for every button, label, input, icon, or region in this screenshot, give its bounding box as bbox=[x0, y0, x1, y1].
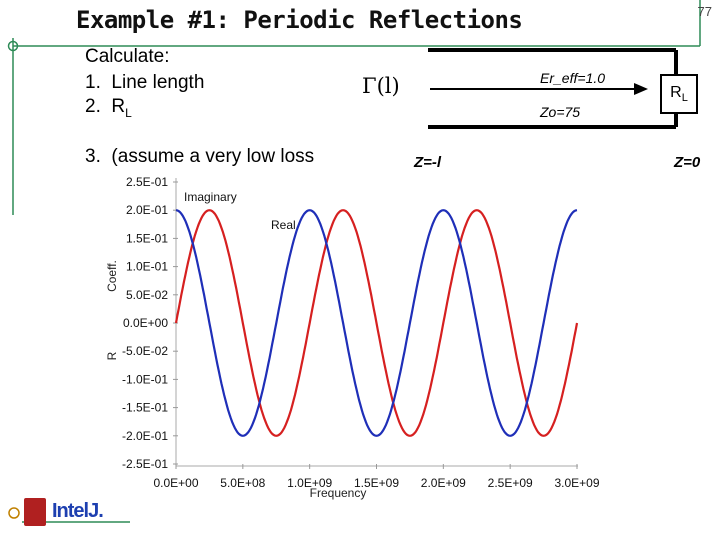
item-2-num: 2. bbox=[85, 96, 101, 117]
z-right-label: Z=0 bbox=[674, 154, 701, 171]
item-1-text: Line length bbox=[111, 72, 205, 93]
y-tick-label: -2.0E-01 bbox=[122, 429, 168, 443]
gamma-label: Γ(l) bbox=[362, 74, 400, 98]
y-tick-label: -1.0E-01 bbox=[122, 372, 168, 386]
x-tick-label: 2.5E+09 bbox=[488, 476, 533, 490]
slide-title: Example #1: Periodic Reflections bbox=[76, 6, 523, 34]
gamma-arrow-head bbox=[634, 83, 648, 95]
load-resistor-box: RL bbox=[660, 74, 698, 114]
x-tick-label: 0.0E+00 bbox=[153, 476, 198, 490]
item-1-num: 1. bbox=[85, 72, 101, 93]
calculate-header: Calculate: bbox=[85, 46, 170, 67]
y-tick-label: 1.5E-01 bbox=[126, 231, 168, 245]
item-3: 3. (assume a very low loss bbox=[85, 146, 314, 168]
y-tick-label: 2.0E-01 bbox=[126, 203, 168, 217]
series-real-line bbox=[175, 209, 578, 437]
y-tick-label: -5.0E-02 bbox=[122, 344, 168, 358]
item-3-num: 3. bbox=[85, 146, 101, 167]
x-tick-label: 1.0E+09 bbox=[287, 476, 332, 490]
item-1: 1. Line length bbox=[85, 72, 204, 94]
y-tick-label: 5.0E-02 bbox=[126, 288, 168, 302]
y-tick-label: -1.5E-01 bbox=[122, 401, 168, 415]
logo-text: IntelJ. bbox=[52, 500, 104, 522]
item-3-text: (assume a very low loss bbox=[111, 146, 315, 167]
series-label-real: Real bbox=[271, 218, 296, 232]
series-label-imaginary: Imaginary bbox=[184, 190, 237, 204]
y-tick-label: 0.0E+00 bbox=[123, 316, 168, 330]
zo-label: Zo=75 bbox=[540, 104, 581, 120]
logo-emblem-icon bbox=[24, 498, 46, 526]
series-imaginary-line bbox=[174, 209, 579, 437]
y-tick-label: 1.0E-01 bbox=[126, 260, 168, 274]
y-tick-label: -2.5E-01 bbox=[122, 457, 168, 471]
item-2: 2. RL bbox=[85, 96, 132, 120]
y-tick-label: 2.5E-01 bbox=[126, 175, 168, 189]
er-eff-label: Er_eff=1.0 bbox=[540, 70, 605, 86]
y-axis-title: Coeff. bbox=[105, 260, 119, 292]
page-number: 77 bbox=[697, 4, 712, 19]
x-tick-label: 5.0E+08 bbox=[220, 476, 265, 490]
z-left-label: Z=-l bbox=[414, 154, 442, 171]
x-tick-label: 3.0E+09 bbox=[554, 476, 599, 490]
y-axis-title-partial: R bbox=[105, 351, 119, 360]
x-axis-title: Frequency bbox=[310, 486, 367, 500]
x-tick-label: 1.5E+09 bbox=[354, 476, 399, 490]
load-resistor-label: RL bbox=[670, 84, 688, 105]
x-tick-label: 2.0E+09 bbox=[421, 476, 466, 490]
item-2-sub: L bbox=[125, 105, 132, 120]
item-2-text: R bbox=[111, 96, 126, 117]
